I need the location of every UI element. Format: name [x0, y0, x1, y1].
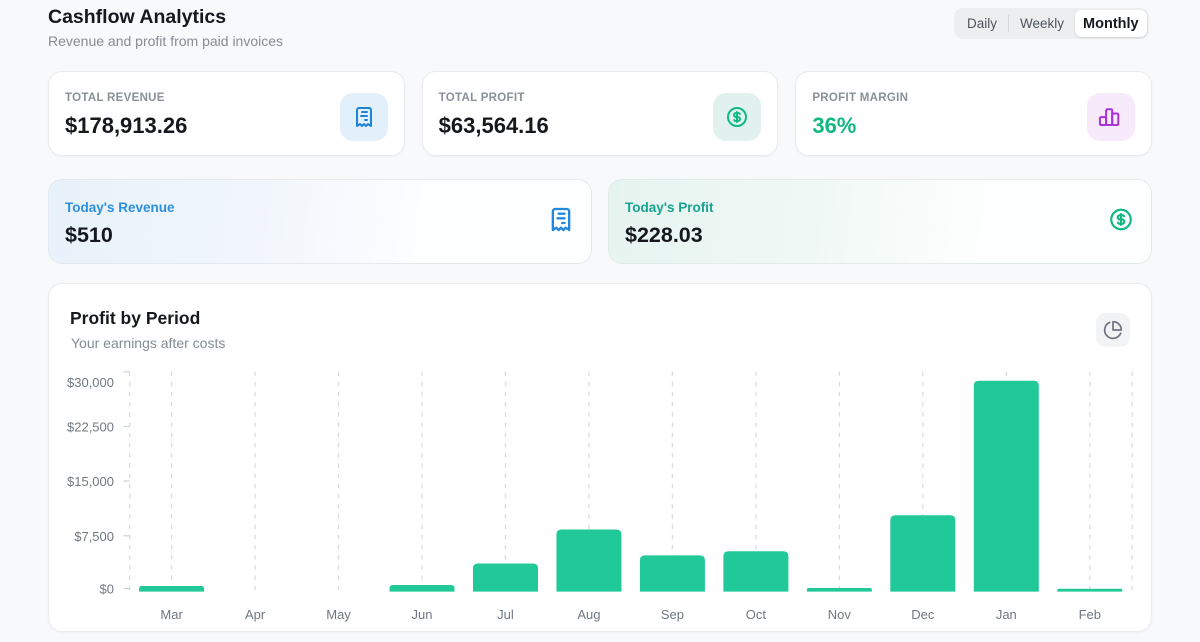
svg-text:Mar: Mar — [160, 607, 183, 622]
svg-text:May: May — [326, 607, 351, 622]
svg-text:Apr: Apr — [245, 607, 266, 622]
svg-text:Feb: Feb — [1079, 607, 1101, 622]
svg-text:$22,500: $22,500 — [67, 420, 114, 435]
svg-text:$0: $0 — [100, 582, 114, 597]
svg-text:Jun: Jun — [412, 607, 433, 622]
svg-text:$30,000: $30,000 — [67, 375, 114, 390]
svg-text:Sep: Sep — [661, 607, 684, 622]
svg-text:Jan: Jan — [996, 607, 1017, 622]
svg-text:Aug: Aug — [577, 607, 600, 622]
svg-text:Jul: Jul — [497, 607, 514, 622]
svg-text:Dec: Dec — [911, 607, 935, 622]
svg-text:Oct: Oct — [746, 607, 767, 622]
svg-text:$7,500: $7,500 — [74, 529, 114, 544]
svg-text:Nov: Nov — [828, 607, 852, 622]
svg-text:$15,000: $15,000 — [67, 474, 114, 489]
